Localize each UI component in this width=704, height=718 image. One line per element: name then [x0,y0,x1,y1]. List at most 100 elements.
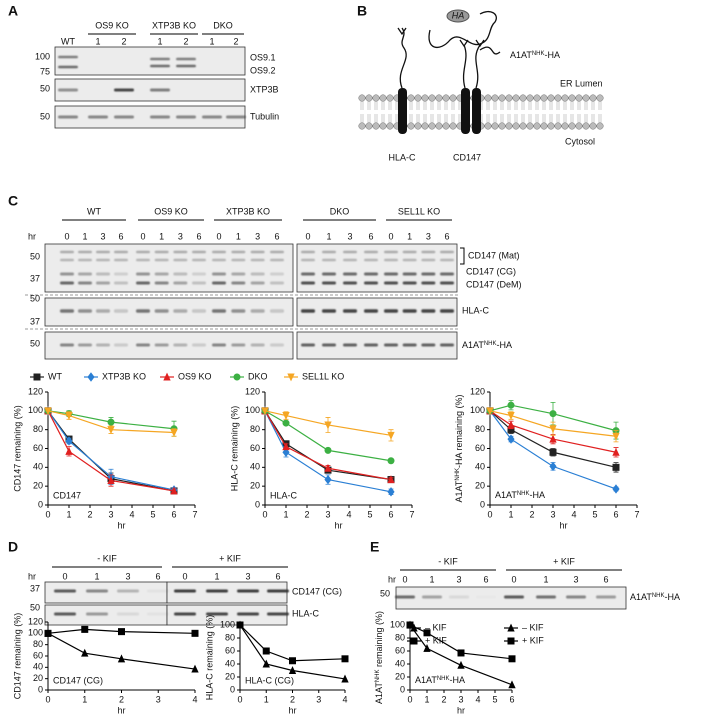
band [322,309,336,313]
band [60,281,74,285]
band [136,281,150,285]
band [78,309,92,313]
lipid-head [407,94,415,102]
legend-marker [507,623,515,632]
band [270,309,284,313]
band [343,343,357,347]
band [154,343,169,347]
y-tick-label: 0 [255,499,260,509]
mw-label: 37 [30,316,40,326]
y-tick-label: 120 [470,386,485,396]
lipid-tail [458,101,462,123]
timepoint-label: 1 [159,231,164,241]
x-tick-label: 6 [509,694,514,704]
y-axis-label: CD147 remaining (%) [12,405,22,492]
band [596,595,616,599]
lipid-head [554,122,562,130]
marker [423,629,431,637]
series-line [409,624,513,686]
band [114,250,128,254]
marker [457,660,465,669]
region-label: Cytosol [565,136,595,146]
marker [341,655,349,663]
marker [282,442,290,451]
lipid-head [386,94,394,102]
lipid-tail [514,101,518,123]
band [173,272,188,276]
band [440,258,454,262]
series-line [264,410,392,462]
timepoint-label: 1 [214,571,219,581]
band [449,595,469,599]
series-line [489,410,617,453]
band [206,612,228,616]
x-tick-label: 6 [613,509,618,519]
y-tick-label: 120 [28,616,43,626]
lipid-head [589,94,597,102]
lipid-tail [521,101,525,123]
series-line [489,410,617,490]
lipid-head [449,122,457,130]
band [231,272,246,276]
band [96,309,110,313]
y-tick-label: 120 [245,386,260,396]
x-tick-label: 1 [66,509,71,519]
lipid-head [519,94,527,102]
substrate-label: A1ATNHK-HA [510,50,560,60]
marker [118,628,126,636]
series-line [47,410,175,430]
y-tick-label: 80 [225,632,235,642]
band [58,55,78,59]
lipid-tail [388,101,392,123]
band [384,343,398,347]
timepoint-label: 0 [64,231,69,241]
x-axis-label: hr [334,520,342,530]
band [192,281,206,285]
y-tick-label: 20 [250,481,260,491]
series-line [264,410,392,493]
band [54,589,76,593]
treatment-label: + KIF [553,556,575,566]
band [301,272,315,276]
marker [387,487,395,497]
series-line [47,632,196,670]
lipid-tail [437,101,441,123]
legend-label: OS9 KO [178,371,212,381]
x-tick-label: 3 [458,694,463,704]
marker [288,657,296,665]
band-label: XTP3B [250,84,279,94]
lipid-tail [409,101,413,123]
band [267,612,289,616]
text-part: NHK [484,341,497,347]
lipid-head [519,122,527,130]
marker [457,649,465,657]
y-tick-label: 0 [38,499,43,509]
band [86,589,108,593]
timepoint-label: 6 [196,231,201,241]
band [212,250,226,254]
text-part: -HA [665,592,681,602]
bracket [460,247,465,265]
band [60,250,74,254]
y-tick-label: 60 [395,645,405,655]
y-tick-label: 80 [250,424,260,434]
band [212,281,226,285]
band [301,258,315,262]
x-tick-label: 1 [264,694,269,704]
lipid-head [414,94,422,102]
band [270,258,284,262]
marker [44,407,52,416]
lipid-head [512,122,520,130]
band [114,281,128,285]
lipid-tail [570,101,574,123]
band [301,343,315,347]
legend-label: XTP3B KO [102,371,146,381]
lipid-head [449,94,457,102]
series-line [489,410,617,437]
marker [507,434,515,444]
band [202,115,222,119]
series-line [239,624,346,662]
panel-letter: D [8,539,18,555]
group-label: OS9 KO [154,206,188,216]
band [60,258,74,262]
